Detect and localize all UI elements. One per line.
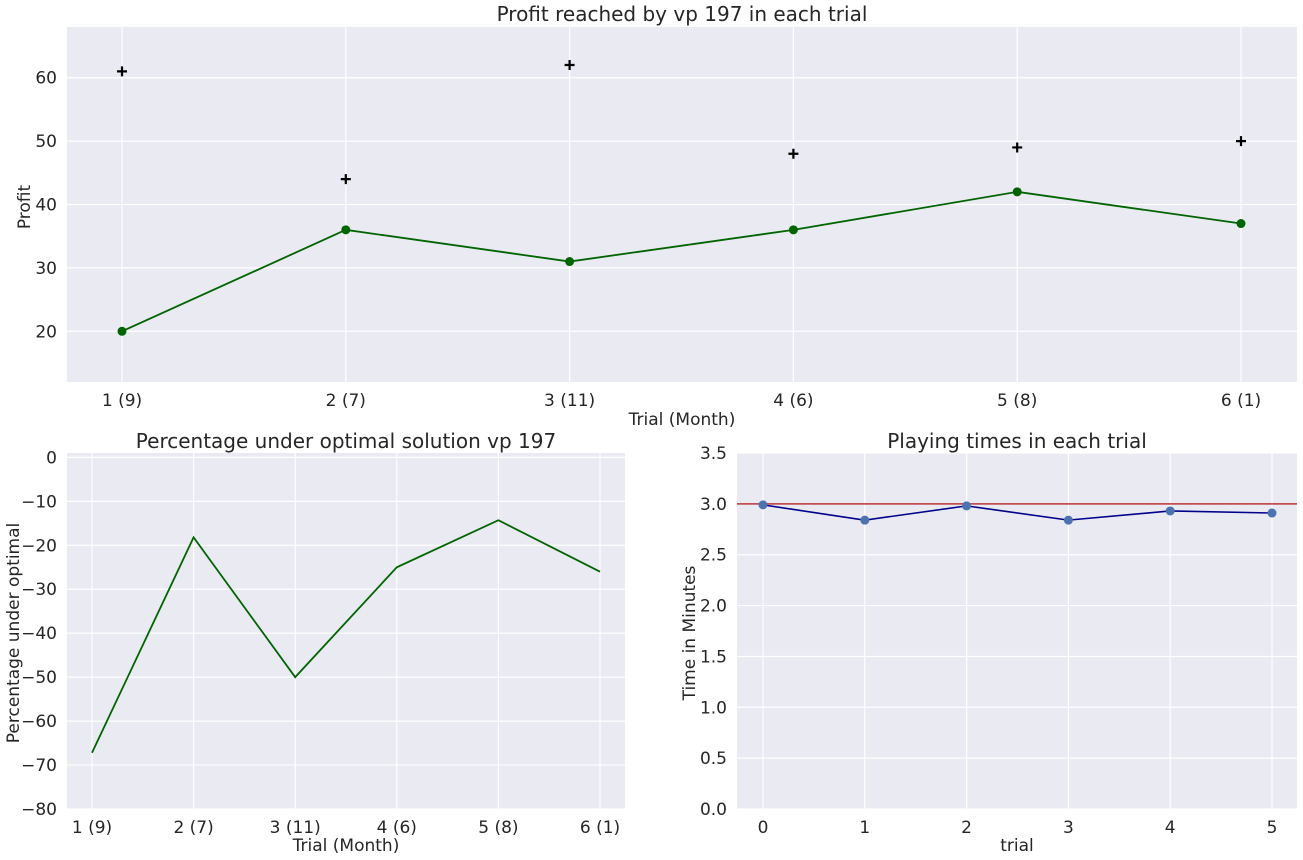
profit-point <box>1012 187 1022 197</box>
optimal-plus-marker <box>1236 136 1246 147</box>
x-tick-label: 6 (1) <box>1221 391 1261 411</box>
y-tick-label: 0 <box>46 448 57 468</box>
time-series-line <box>762 504 1273 521</box>
time-point <box>1063 515 1073 525</box>
profit-point <box>117 326 127 336</box>
y-tick-label: −80 <box>21 800 57 820</box>
x-tick-label: 2 (7) <box>173 818 213 838</box>
profit-point <box>1236 219 1246 229</box>
y-tick-label: 20 <box>35 322 57 342</box>
percentage-series-line <box>91 519 601 754</box>
profit-series-line <box>121 190 1242 333</box>
y-tick-label: 2.0 <box>700 597 727 617</box>
x-tick-label: 4 (6) <box>773 391 813 411</box>
x-tick-label: 5 (8) <box>478 818 518 838</box>
profit-point <box>565 257 575 267</box>
percentage-x-axis-label: Trial (Month) <box>292 836 400 856</box>
y-tick-label: 50 <box>35 132 57 152</box>
profit-chart-title: Profit reached by vp 197 in each trial <box>497 2 868 26</box>
y-tick-label: 2.5 <box>700 546 727 566</box>
y-tick-label: 1.5 <box>700 647 727 667</box>
playing-times-chart-title: Playing times in each trial <box>887 429 1147 453</box>
y-tick-label: 1.0 <box>700 698 727 718</box>
y-tick-label: 30 <box>35 259 57 279</box>
profit-gridlines <box>67 27 1297 382</box>
x-tick-label: 0 <box>758 818 769 838</box>
time-point <box>860 515 870 525</box>
y-tick-label: −20 <box>21 536 57 556</box>
playing-times-chart: 0 1 2 3 4 5 0.0 0.5 1.0 1.5 2.0 2.5 3.0 3.5 Playing t… <box>680 429 1297 856</box>
percentage-marks <box>91 519 601 754</box>
profit-point <box>341 225 351 235</box>
percentage-chart-title: Percentage under optimal solution vp 197 <box>136 429 556 453</box>
y-tick-label: 60 <box>35 69 57 89</box>
x-tick-label: 6 (1) <box>580 818 620 838</box>
y-tick-label: 0.0 <box>700 800 727 820</box>
playing-times-x-axis-label: trial <box>1000 836 1034 856</box>
percentage-tick-labels: 1 (9) 2 (7) 3 (11) 4 (6) 5 (8) 6 (1) 0 −10 −20 −3… <box>21 448 620 838</box>
optimal-plus-marker <box>1012 142 1023 153</box>
y-tick-label: −30 <box>21 580 57 600</box>
y-tick-label: 0.5 <box>700 749 727 769</box>
y-tick-label: −70 <box>21 756 57 776</box>
x-tick-label: 3 <box>1063 818 1074 838</box>
profit-x-axis-label: Trial (Month) <box>628 410 736 430</box>
time-point <box>1267 508 1277 518</box>
playing-times-gridlines <box>737 452 1297 810</box>
x-tick-label: 3 (11) <box>270 818 321 838</box>
x-tick-label: 2 <box>961 818 972 838</box>
percentage-gridlines <box>67 453 625 810</box>
profit-marks <box>117 60 1246 336</box>
x-tick-label: 4 <box>1165 818 1176 838</box>
x-tick-label: 4 (6) <box>377 818 417 838</box>
optimal-plus-marker <box>117 66 127 77</box>
x-tick-label: 2 (7) <box>326 391 366 411</box>
y-tick-label: −60 <box>21 712 57 732</box>
percentage-plot-area <box>67 453 625 809</box>
playing-times-marks <box>737 500 1297 525</box>
optimal-plus-marker <box>788 148 799 159</box>
y-tick-label: −10 <box>21 492 57 512</box>
x-tick-label: 1 <box>859 818 870 838</box>
optimal-plus-marker <box>564 60 575 71</box>
playing-times-tick-labels: 0 1 2 3 4 5 0.0 0.5 1.0 1.5 2.0 2.5 3.0 3.5 <box>700 444 1277 838</box>
playing-times-plot-area <box>737 453 1297 809</box>
time-point <box>758 500 768 510</box>
percentage-y-axis-label: Percentage under optimal <box>4 523 24 744</box>
optimal-plus-marker <box>340 174 351 185</box>
playing-times-y-axis-label: Time in Minutes <box>680 565 700 701</box>
profit-tick-labels: 1 (9) 2 (7) 3 (11) 4 (6) 5 (8) 6 (1) 20 30 40 50 6… <box>35 69 1261 411</box>
y-tick-label: −40 <box>21 624 57 644</box>
time-point <box>1165 506 1175 516</box>
x-tick-label: 5 <box>1267 818 1278 838</box>
time-point <box>962 501 972 511</box>
x-tick-label: 3 (11) <box>544 391 595 411</box>
y-tick-label: 3.5 <box>700 444 727 464</box>
x-tick-label: 5 (8) <box>997 391 1037 411</box>
y-tick-label: −50 <box>21 668 57 688</box>
x-tick-label: 1 (9) <box>72 818 112 838</box>
profit-y-axis-label: Profit <box>15 184 35 229</box>
y-tick-label: 40 <box>35 196 57 216</box>
profit-point <box>788 225 798 235</box>
percentage-chart: 1 (9) 2 (7) 3 (11) 4 (6) 5 (8) 6 (1) 0 −10 −20 −3… <box>4 429 625 856</box>
profit-chart: 1 (9) 2 (7) 3 (11) 4 (6) 5 (8) 6 (1) 20 30 40 50 6… <box>15 2 1297 430</box>
x-tick-label: 1 (9) <box>102 391 142 411</box>
y-tick-label: 3.0 <box>700 495 727 515</box>
